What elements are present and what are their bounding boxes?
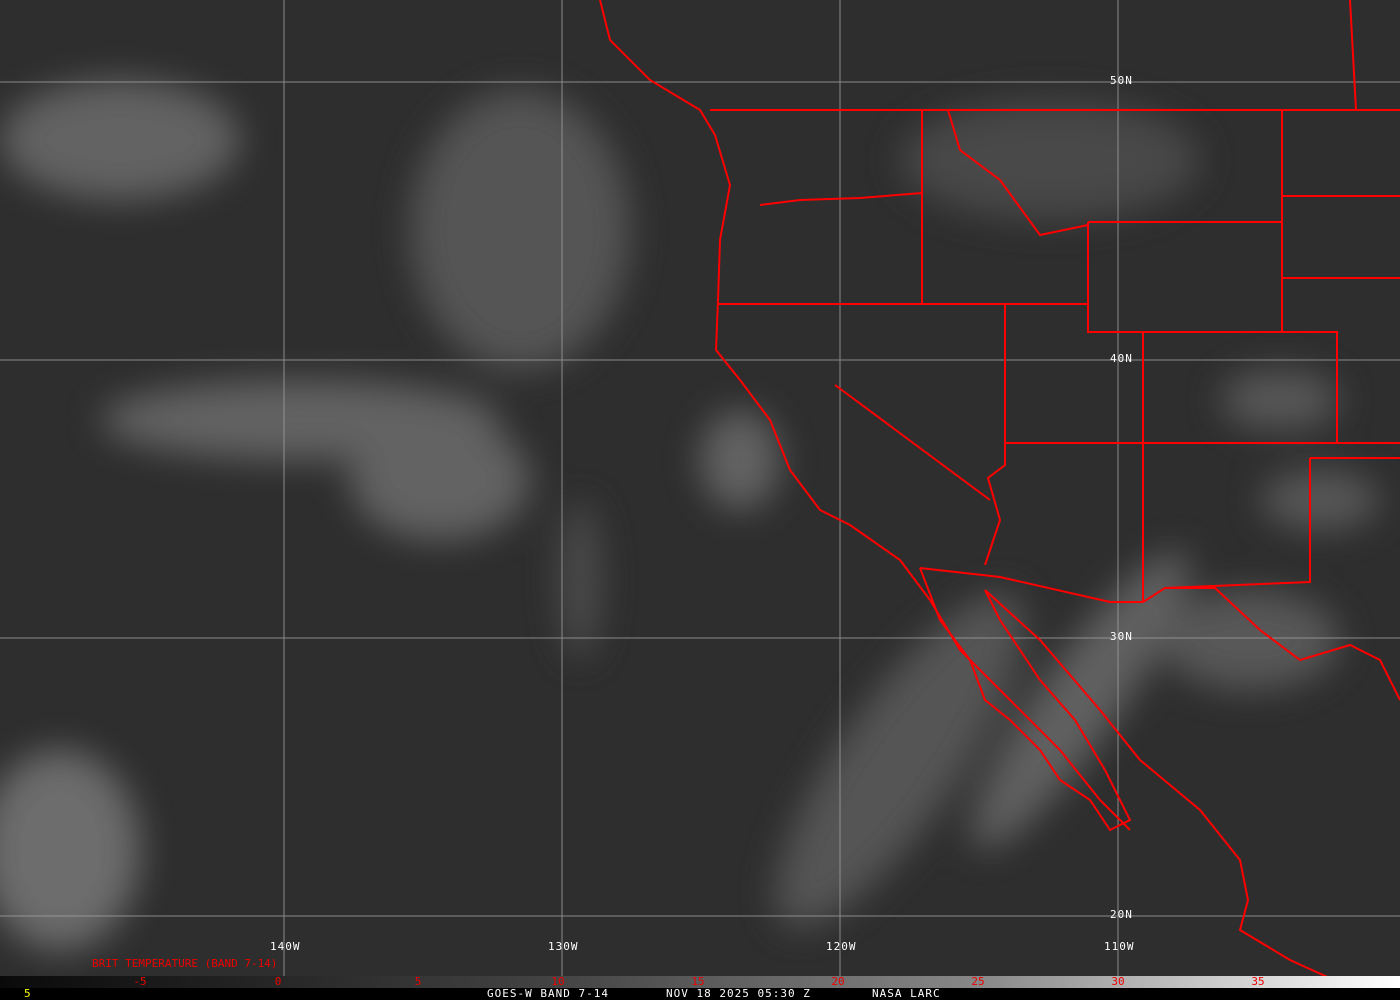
state-ca-nv bbox=[834, 384, 991, 501]
state-nm-west bbox=[1164, 458, 1311, 589]
footer-bar bbox=[0, 988, 1400, 1000]
lon-label-120w: 120W bbox=[826, 940, 857, 953]
image-source: NASA LARC bbox=[872, 987, 941, 1000]
coastline-west bbox=[599, 0, 1131, 831]
scale-tick: 35 bbox=[1251, 975, 1265, 988]
lat-label-20n: 20N bbox=[1110, 908, 1133, 921]
lat-label-30n: 30N bbox=[1110, 630, 1133, 643]
scale-tick: 20 bbox=[831, 975, 845, 988]
color-scale-bar bbox=[0, 976, 1400, 988]
boundaries bbox=[599, 0, 1400, 976]
lat-label-40n: 40N bbox=[1110, 352, 1133, 365]
lon-label-110w: 110W bbox=[1104, 940, 1135, 953]
state-id-ut bbox=[1005, 303, 1144, 602]
scale-tick: 30 bbox=[1111, 975, 1125, 988]
scale-tick: 25 bbox=[971, 975, 985, 988]
image-datetime: NOV 18 2025 05:30 Z bbox=[666, 987, 811, 1000]
lon-label-130w: 130W bbox=[548, 940, 579, 953]
border-us-mexico bbox=[919, 567, 1400, 701]
scale-min-label: 5 bbox=[24, 987, 32, 1000]
lon-label-140w: 140W bbox=[270, 940, 301, 953]
coastline-mexico bbox=[984, 589, 1328, 976]
scale-tick: 5 bbox=[414, 975, 422, 988]
state-nv bbox=[984, 304, 1006, 566]
state-id-mt bbox=[947, 109, 1089, 237]
border-canada-east bbox=[1349, 0, 1357, 111]
lat-label-50n: 50N bbox=[1110, 74, 1133, 87]
state-wa-or bbox=[759, 192, 923, 206]
graticule bbox=[0, 0, 1400, 976]
map-overlay bbox=[0, 0, 1400, 976]
state-wy bbox=[1087, 221, 1283, 333]
scale-tick: 0 bbox=[274, 975, 282, 988]
scale-tick: -5 bbox=[133, 975, 147, 988]
satellite-band: GOES-W BAND 7-14 bbox=[487, 987, 609, 1000]
coastline-baja bbox=[919, 567, 1132, 832]
scale-tick: 15 bbox=[691, 975, 705, 988]
state-co bbox=[1143, 331, 1338, 443]
scale-tick: 10 bbox=[551, 975, 565, 988]
clouds bbox=[0, 80, 1380, 950]
legend-title: BRIT TEMPERATURE (BAND 7-14) bbox=[92, 957, 278, 970]
